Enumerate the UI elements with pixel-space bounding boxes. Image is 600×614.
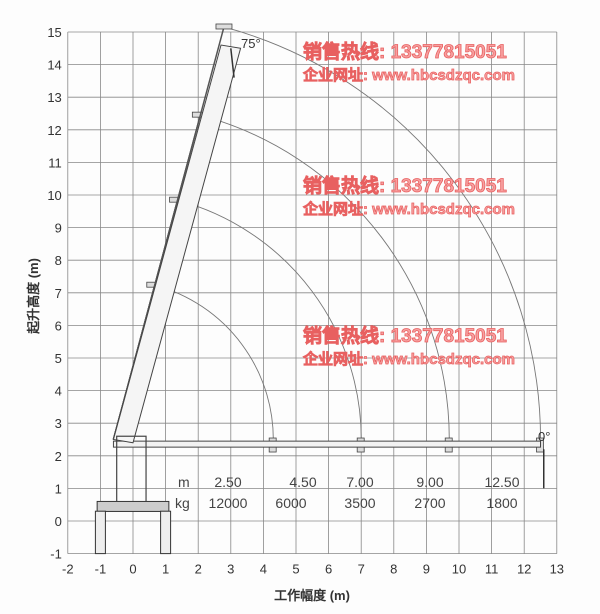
y-tick-label: 5 — [55, 351, 62, 366]
crane-drawing — [94, 44, 545, 555]
angle-min-label: 0° — [538, 429, 550, 444]
boom-75deg — [112, 44, 242, 444]
watermark-phone: 销售热线: 13377815051 — [303, 324, 507, 347]
angle-max-label: 75° — [241, 36, 261, 51]
y-tick-label: 10 — [47, 188, 61, 203]
load-table: m kg 2.50 4.50 7.00 9.00 12.50 12000 6000 3500 2… — [175, 474, 520, 511]
crane-base — [96, 500, 170, 512]
x-tick-label: 6 — [325, 562, 332, 577]
x-tick-label: 0 — [129, 562, 136, 577]
outrigger-leg — [94, 510, 106, 555]
y-tick-label: 12 — [47, 123, 61, 138]
y-tick-label: 6 — [55, 318, 62, 333]
radius-value: 7.00 — [346, 474, 373, 490]
x-tick-label: -1 — [95, 562, 107, 577]
working-radius-arc — [177, 199, 362, 447]
x-tick-label: 12 — [517, 562, 531, 577]
load-value: 6000 — [275, 495, 306, 511]
hook-top — [230, 48, 235, 78]
y-tick-label: 8 — [55, 253, 62, 268]
x-tick-label: 13 — [550, 562, 564, 577]
load-unit: kg — [175, 495, 190, 511]
y-tick-label: 14 — [47, 58, 61, 73]
y-tick-label: 3 — [55, 416, 62, 431]
load-value: 1800 — [486, 495, 517, 511]
load-value: 2700 — [414, 495, 445, 511]
watermark-site: 企业网址: www.hbcsdzqc.com — [302, 66, 515, 84]
y-tick-label: 4 — [55, 384, 62, 399]
radius-value: 2.50 — [214, 474, 241, 490]
radius-value: 9.00 — [416, 474, 443, 490]
y-axis-label: 起升高度 (m) — [26, 258, 41, 335]
working-radius-arc — [223, 26, 541, 447]
y-tick-label: 0 — [55, 514, 62, 529]
horizontal-boom — [112, 440, 541, 448]
x-tick-label: 8 — [390, 562, 397, 577]
y-tick-label: -1 — [50, 547, 62, 562]
x-axis-label: 工作幅度 (m) — [274, 588, 350, 603]
load-value: 12000 — [209, 495, 248, 511]
y-tick-label: 2 — [55, 449, 62, 464]
x-tick-label: 9 — [423, 562, 430, 577]
radius-unit: m — [178, 474, 190, 490]
x-tick-label: 1 — [162, 562, 169, 577]
y-tick-label: 11 — [48, 155, 62, 170]
y-tick-label: 1 — [55, 481, 62, 496]
boom-section-head — [215, 23, 233, 30]
y-tick-label: 7 — [55, 286, 62, 301]
x-tick-label: 7 — [358, 562, 365, 577]
x-tick-label: -2 — [62, 562, 74, 577]
outrigger-leg — [160, 510, 172, 555]
x-tick-label: 11 — [485, 562, 499, 577]
x-tick-label: 2 — [195, 562, 202, 577]
y-tick-label: 15 — [47, 25, 61, 40]
x-tick-label: 5 — [292, 562, 299, 577]
x-tick-label: 4 — [260, 562, 267, 577]
x-tick-label: 10 — [452, 562, 466, 577]
radius-value: 12.50 — [484, 474, 519, 490]
watermark-phone: 销售热线: 13377815051 — [303, 40, 507, 63]
y-tick-label: 9 — [55, 221, 62, 236]
x-tick-label: 3 — [227, 562, 234, 577]
working-radius-arc — [154, 284, 274, 447]
load-value: 3500 — [344, 495, 375, 511]
radius-value: 4.50 — [289, 474, 316, 490]
working-radius-arc — [200, 114, 450, 447]
watermark-phone: 销售热线: 13377815051 — [303, 174, 507, 197]
watermark-site: 企业网址: www.hbcsdzqc.com — [302, 350, 515, 368]
y-tick-label: 13 — [47, 90, 61, 105]
watermark-site: 企业网址: www.hbcsdzqc.com — [302, 200, 515, 218]
